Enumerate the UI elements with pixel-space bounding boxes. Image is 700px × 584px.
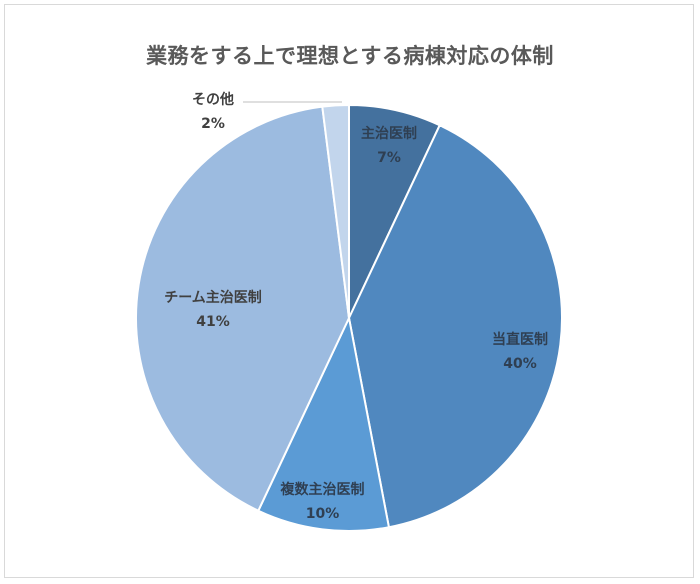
slice-label-fukusu: 複数主治医制 10%: [280, 482, 365, 522]
slice-label-other: その他 2%: [192, 92, 234, 132]
slice-label-touchoku: 当直医制 40%: [492, 332, 548, 372]
slice-fukusu: [257, 317, 390, 532]
slice-touchoku: [348, 124, 563, 529]
slice-label-team: チーム主治医制 41%: [164, 290, 262, 330]
slice-team: [135, 105, 350, 512]
slice-label-shujii: 主治医制 7%: [361, 126, 417, 166]
slice-other: [321, 104, 350, 319]
chart-title: 業務をする上で理想とする病棟対応の体制: [146, 44, 554, 68]
